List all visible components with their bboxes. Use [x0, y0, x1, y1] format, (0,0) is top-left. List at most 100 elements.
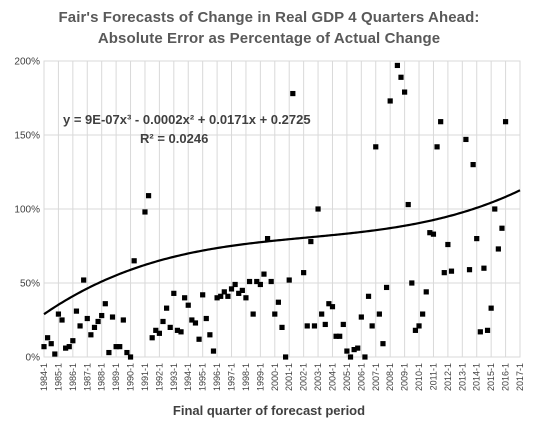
data-point [286, 277, 292, 283]
y-tick-label: 150% [14, 131, 40, 142]
data-point [383, 284, 390, 291]
data-point [279, 324, 285, 330]
data-point [463, 136, 469, 143]
data-point [373, 144, 379, 150]
data-point [167, 324, 173, 330]
x-axis-title: Final quarter of forecast period [172, 403, 366, 418]
data-point [329, 304, 336, 310]
data-point [228, 286, 235, 292]
data-point [283, 354, 289, 360]
data-point [488, 305, 494, 311]
data-point [221, 289, 227, 295]
data-point [441, 270, 447, 276]
data-point [182, 295, 188, 301]
x-tick-label: 1986-1 [68, 363, 78, 391]
data-point [358, 314, 364, 320]
data-point [70, 338, 76, 344]
data-point [218, 293, 224, 299]
data-point [344, 348, 350, 354]
data-point [502, 119, 509, 125]
trendline [43, 189, 521, 316]
data-point [308, 238, 314, 245]
data-point [261, 271, 267, 277]
x-tick-label: 1994-1 [183, 363, 193, 391]
data-point [196, 336, 202, 342]
data-point [178, 329, 184, 335]
x-tick-label: 1995-1 [198, 363, 208, 391]
data-point [481, 265, 487, 271]
data-point [427, 230, 433, 236]
x-tick-label: 2015-1 [486, 363, 496, 391]
data-point [160, 318, 166, 325]
y-tick-label: 0% [26, 353, 41, 364]
data-point [333, 333, 339, 339]
data-point [434, 144, 440, 150]
data-point [477, 329, 483, 335]
x-tick-label: 1999-1 [255, 363, 265, 391]
x-tick-label: 2001-1 [284, 363, 294, 391]
data-point [394, 62, 400, 69]
data-point [311, 323, 318, 329]
data-point [109, 314, 116, 320]
data-point [73, 308, 80, 314]
data-point [351, 347, 357, 353]
data-point [369, 323, 375, 329]
data-point [120, 317, 126, 323]
x-tick-label: 1987-1 [82, 363, 92, 391]
data-point [355, 345, 361, 351]
x-tick-label: 2011-1 [428, 363, 438, 390]
x-tick-label: 1997-1 [227, 363, 237, 391]
data-point [340, 321, 346, 328]
x-tick-label: 2007-1 [371, 363, 381, 391]
data-point [99, 312, 105, 319]
y-tick-label: 50% [20, 279, 40, 290]
data-point [470, 162, 476, 168]
data-point [189, 317, 195, 323]
data-point [174, 327, 181, 333]
data-point [153, 327, 159, 333]
x-tick-label: 1984-1 [39, 363, 49, 391]
data-point [409, 280, 415, 286]
data-point [322, 321, 328, 328]
x-tick-label: 1990-1 [126, 363, 136, 391]
data-point [398, 74, 404, 80]
x-tick-label: 2014-1 [472, 363, 482, 391]
x-tick-label: 1991-1 [140, 363, 150, 391]
x-tick-label: 2006-1 [356, 363, 366, 391]
data-point [41, 344, 47, 350]
data-point [192, 320, 199, 326]
data-point [499, 225, 505, 231]
data-point [402, 89, 408, 95]
x-tick-label: 2008-1 [385, 363, 395, 391]
data-point [484, 327, 491, 333]
trendline-equation: y = 9E-07x³ - 0.0002x² + 0.0171x + 0.272… [63, 112, 311, 127]
x-tick-label: 2004-1 [327, 363, 337, 391]
data-point [495, 246, 501, 252]
data-point [347, 354, 354, 360]
data-point [304, 323, 310, 329]
data-point [492, 206, 498, 212]
data-point [164, 305, 170, 311]
data-point [200, 292, 206, 298]
data-point [319, 311, 325, 317]
data-point [95, 318, 101, 325]
data-point [448, 268, 455, 274]
data-point [106, 349, 112, 356]
data-point [250, 311, 256, 317]
data-point [254, 278, 260, 285]
data-point [124, 349, 130, 356]
data-point [430, 231, 437, 237]
data-point [445, 241, 451, 248]
data-point [257, 281, 263, 288]
data-point [185, 302, 191, 308]
x-tick-label: 1998-1 [241, 363, 251, 391]
data-point [264, 236, 271, 242]
data-point [52, 351, 58, 357]
data-point [326, 301, 332, 307]
data-point [474, 236, 480, 242]
data-point [88, 332, 94, 338]
x-tick-label: 2016-1 [501, 363, 511, 391]
x-tick-label: 2000-1 [270, 363, 280, 391]
data-point [210, 348, 217, 354]
